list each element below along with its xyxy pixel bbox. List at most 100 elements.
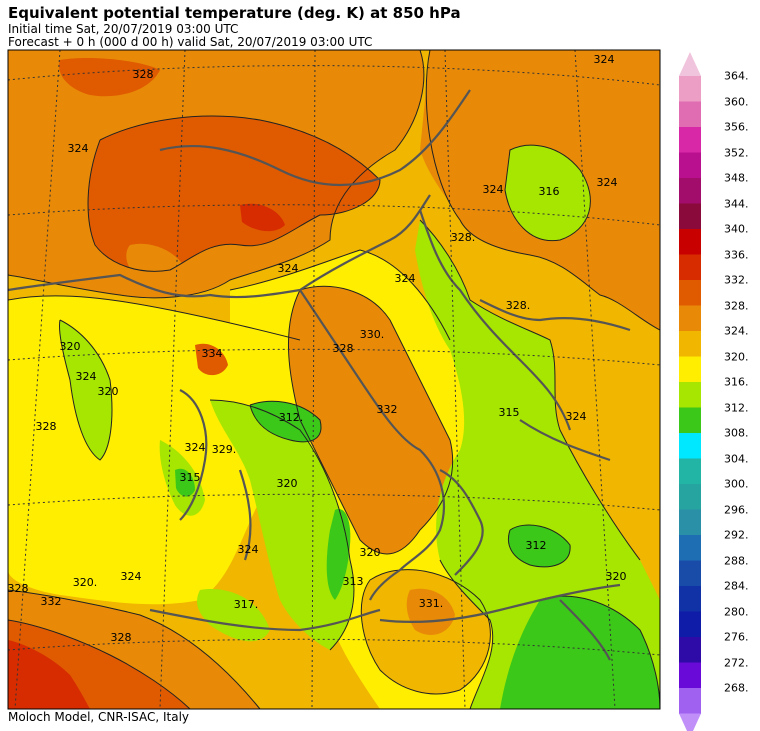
contour-label: 330.: [360, 328, 385, 341]
map-frame: [7, 49, 661, 710]
legend-swatch: [679, 407, 701, 434]
legend-value: 272.: [724, 656, 749, 669]
legend-swatch: [679, 305, 701, 332]
contour-lines: [8, 50, 660, 709]
contour-label: 312.: [279, 411, 304, 424]
legend-value: 288.: [724, 554, 749, 567]
legend-swatch: [679, 178, 701, 204]
legend-value: 348.: [724, 171, 749, 185]
legend-value: 360.: [724, 95, 749, 108]
contour-label: 324: [185, 441, 206, 454]
contour-label: 313: [343, 575, 364, 588]
legend-value: 328.: [724, 299, 749, 312]
contour-label: 320: [60, 340, 81, 353]
contour-label: 320.: [73, 576, 98, 589]
contour-label: 320: [98, 385, 119, 398]
legend-value: 332.: [724, 273, 749, 287]
contour-label: 324: [68, 142, 89, 155]
legend-swatch: [679, 586, 701, 612]
legend-swatch: [679, 356, 701, 383]
contour-label: 320: [606, 570, 627, 583]
legend-swatch: [679, 280, 701, 306]
legend-swatch: [679, 509, 701, 536]
legend-top-arrow: [679, 52, 701, 76]
legend-value: 324.: [724, 324, 749, 338]
forecast-valid-time: Forecast + 0 h (000 d 00 h) valid Sat, 2…: [8, 35, 373, 49]
contour-label: 324: [483, 183, 504, 196]
legend-value: 364.: [724, 69, 749, 83]
legend-value: 280.: [724, 605, 749, 618]
lat-lon-grid: [8, 50, 660, 709]
contour-label: 328.: [506, 299, 531, 312]
contour-label: 331.: [419, 597, 444, 610]
legend-value: 336.: [724, 248, 749, 261]
legend-value: 276.: [724, 630, 749, 644]
legend-swatch: [679, 484, 701, 510]
legend-swatch: [679, 382, 701, 408]
contour-label: 315: [499, 406, 520, 419]
contour-label: 320: [360, 546, 381, 559]
contour-label: 317.: [234, 598, 259, 611]
legend-value: 356.: [724, 120, 749, 134]
contour-label: 332: [377, 403, 398, 416]
legend-swatch: [679, 433, 701, 459]
legend-value: 300.: [724, 477, 749, 491]
legend-swatch: [679, 662, 701, 689]
legend-value: 340.: [724, 222, 749, 236]
contour-label: 324: [594, 53, 615, 66]
contour-label: 332: [41, 595, 62, 608]
legend-value: 296.: [724, 503, 749, 516]
initial-time: Initial time Sat, 20/07/2019 03:00 UTC: [8, 22, 239, 36]
contour-label: 324: [278, 262, 299, 275]
map-field: 328 324 324 316 328. 324 324 328. 320 330. 328 334 3…: [8, 50, 660, 709]
contour-label: 328: [133, 68, 154, 81]
legend-swatch: [679, 76, 701, 102]
legend-value: 268.: [724, 681, 749, 695]
legend-swatch: [679, 611, 701, 638]
legend-swatch: [679, 229, 701, 255]
legend-swatch: [679, 203, 701, 230]
contour-label: 328: [36, 420, 57, 433]
legend-swatch: [679, 458, 701, 485]
legend-value: 344.: [724, 197, 749, 210]
contour-label: 334: [202, 347, 223, 360]
contour-label: 324: [597, 176, 618, 189]
contour-label: 328: [333, 342, 354, 355]
contour-label: 328: [8, 582, 29, 595]
legend-swatch: [679, 127, 701, 153]
contour-label: 324: [76, 370, 97, 383]
contour-label: 320: [277, 477, 298, 490]
legend-value: 308.: [724, 426, 749, 440]
contour-label: 328.: [451, 231, 476, 244]
legend-value: 320.: [724, 350, 749, 363]
map-title: Equivalent potential temperature (deg. K…: [8, 4, 461, 22]
legend-value: 284.: [724, 579, 749, 593]
legend-value: 312.: [724, 401, 749, 414]
legend-swatch: [679, 152, 701, 179]
contour-label: 312: [526, 539, 547, 552]
model-credit: Moloch Model, CNR-ISAC, Italy: [8, 710, 190, 724]
contour-label: 328: [111, 631, 132, 644]
legend-swatch: [679, 254, 701, 281]
contour-label: 324: [566, 410, 587, 423]
legend-value: 304.: [724, 452, 749, 465]
legend-swatch: [679, 535, 701, 561]
legend-swatch: [679, 637, 701, 663]
legend-swatch: [679, 688, 701, 714]
legend-value: 292.: [724, 528, 749, 542]
contour-label: 315: [180, 471, 201, 484]
coastlines: [8, 89, 631, 661]
legend-value: 316.: [724, 375, 749, 389]
contour-label: 316: [539, 185, 560, 198]
legend-value: 352.: [724, 146, 749, 159]
legend-swatch: [679, 101, 701, 128]
contour-label: 329.: [212, 443, 237, 456]
legend-swatch: [679, 331, 701, 357]
legend-swatch: [679, 560, 701, 587]
color-legend: [679, 52, 701, 731]
contour-labels: 328 324 324 316 328. 324 324 328. 320 330. 328 334 3…: [8, 53, 627, 644]
contour-label: 324: [395, 272, 416, 285]
contour-label: 324: [238, 543, 259, 556]
contour-label: 324: [121, 570, 142, 583]
